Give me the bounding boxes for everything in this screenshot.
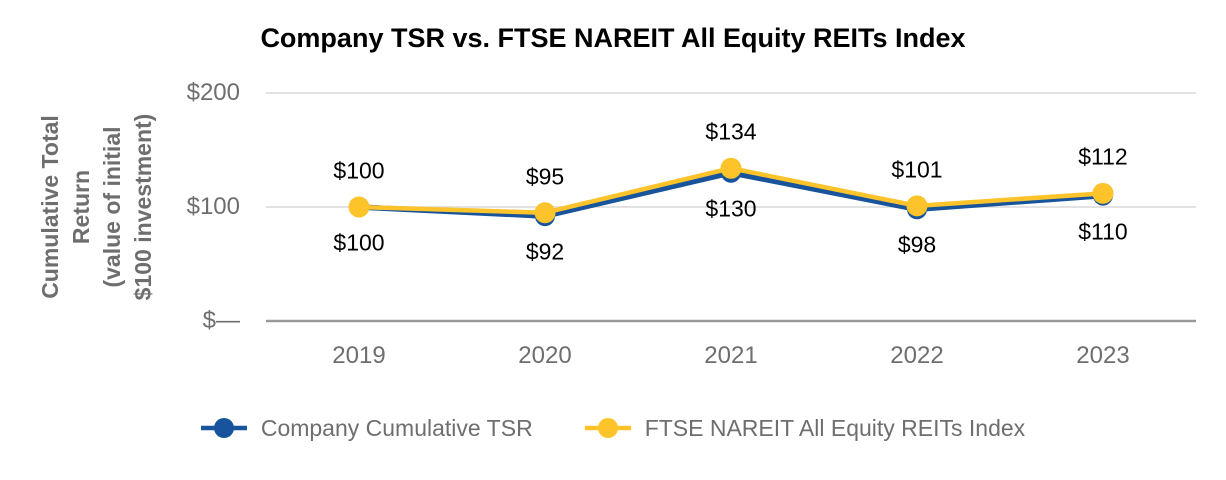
legend-item: FTSE NAREIT All Equity REITs Index [584,414,1026,442]
data-point-label: $134 [705,118,757,145]
x-tick-label: 2022 [890,342,944,369]
x-tick-label: 2021 [704,342,758,369]
chart-title: Company TSR vs. FTSE NAREIT All Equity R… [260,23,966,53]
data-point-label: $100 [333,157,385,184]
x-tick-label: 2020 [518,342,572,369]
legend-marker-icon [584,418,631,438]
data-point-label: $100 [333,229,385,256]
data-point-marker [348,196,370,218]
data-point-label: $95 [525,163,565,190]
data-point-label: $110 [1078,218,1128,245]
legend: Company Cumulative TSR FTSE NAREIT All Eq… [0,410,1226,446]
data-point-marker [720,157,742,179]
x-tick-label: 2023 [1076,342,1130,369]
y-tick-label: $— [202,307,240,334]
data-point-marker [906,195,928,217]
legend-item: Company Cumulative TSR [200,414,533,442]
data-point-label: $101 [891,156,943,183]
data-point-marker [534,202,556,224]
legend-marker-icon [200,418,247,438]
data-point-label: $112 [1078,143,1128,170]
data-point-label: $130 [705,195,757,222]
y-tick-label: $200 [186,79,240,106]
data-point-label: $92 [525,238,565,265]
data-point-marker [1092,182,1114,204]
y-tick-label: $100 [186,193,240,220]
legend-item-label: FTSE NAREIT All Equity REITs Index [644,414,1026,441]
data-point-label: $98 [897,231,937,258]
x-tick-label: 2019 [332,342,386,369]
legend-item-label: Company Cumulative TSR [260,414,533,441]
